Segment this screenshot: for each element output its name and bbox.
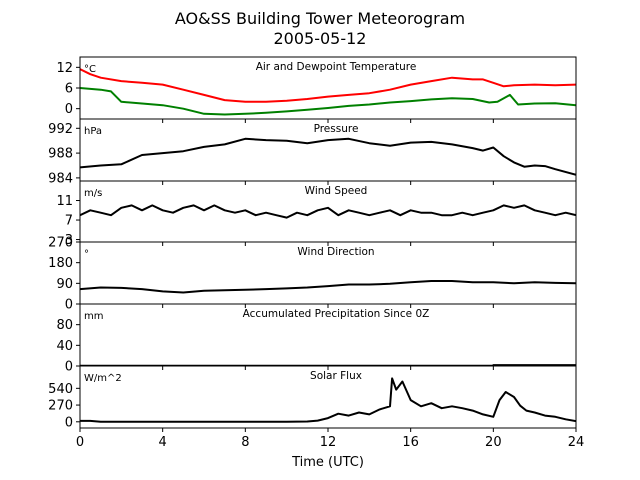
panel-unit: mm (84, 311, 103, 322)
series-line-solar-0 (80, 377, 576, 423)
y-tick-label: 12 (56, 61, 73, 76)
y-tick-label: 6 (65, 82, 73, 97)
y-tick-label: 11 (56, 194, 73, 209)
x-tick-label: 16 (402, 435, 419, 450)
y-tick-label: 90 (56, 277, 73, 292)
chart-panels: 0 6 12 Air and Dewpoint Temperature °C 984 988… (48, 56, 577, 432)
panel-unit: °C (84, 64, 96, 75)
y-tick-label: 984 (48, 171, 73, 186)
figure-title-line1: AO&SS Building Tower Meteorogram (175, 9, 465, 28)
series-line-temp-1 (80, 87, 576, 116)
figure-title-line2: 2005-05-12 (274, 29, 367, 48)
panel-title: Pressure (314, 123, 359, 135)
panel-unit: W/m^2 (84, 373, 122, 384)
panel-title: Solar Flux (310, 370, 362, 382)
x-axis: 0 4 8 12 16 20 24 (76, 435, 584, 450)
x-axis-label: Time (UTC) (291, 455, 364, 470)
y-tick-label: 540 (48, 382, 73, 397)
panel-unit: hPa (84, 126, 102, 137)
x-tick-label: 0 (76, 435, 84, 450)
x-tick-label: 20 (485, 435, 502, 450)
panel-wind_speed: 3 7 11 Wind Speed m/s (56, 180, 577, 248)
y-tick-label: 0 (65, 102, 73, 117)
y-tick-label: 992 (48, 122, 73, 137)
y-tick-label: 0 (65, 298, 73, 313)
series-line-pressure-0 (80, 137, 576, 176)
panel-precip: 0 40 80 Accumulated Precipitation Since 0Z m… (56, 303, 577, 375)
panel-pressure: 984 988 992 Pressure hPa (48, 118, 577, 186)
y-tick-label: 7 (65, 214, 73, 229)
panel-title: Wind Direction (297, 246, 374, 258)
x-tick-label: 12 (320, 435, 337, 450)
y-tick-label: 988 (48, 147, 73, 162)
panel-title: Wind Speed (305, 185, 368, 197)
y-tick-label: 270 (48, 236, 73, 251)
panel-title: Air and Dewpoint Temperature (256, 61, 417, 73)
y-tick-label: 0 (65, 415, 73, 430)
series-line-temp-0 (80, 68, 576, 103)
panel-unit: m/s (84, 188, 102, 199)
x-tick-label: 8 (241, 435, 249, 450)
series-line-wind_dir-0 (80, 280, 576, 294)
panel-unit: ° (84, 249, 89, 260)
y-tick-label: 0 (65, 360, 73, 375)
x-tick-label: 4 (159, 435, 167, 450)
y-tick-label: 40 (56, 339, 73, 354)
series-line-wind_speed-0 (80, 204, 576, 219)
panel-temp: 0 6 12 Air and Dewpoint Temperature °C (56, 56, 577, 123)
y-tick-label: 180 (48, 256, 73, 271)
y-tick-label: 80 (56, 318, 73, 333)
panel-title: Accumulated Precipitation Since 0Z (243, 308, 430, 320)
x-tick-label: 24 (568, 435, 585, 450)
y-tick-label: 270 (48, 399, 73, 414)
y-tick-label: 3 (65, 233, 73, 248)
panel-wind_dir: 0 90 180 270 Wind Direction ° (48, 236, 577, 313)
